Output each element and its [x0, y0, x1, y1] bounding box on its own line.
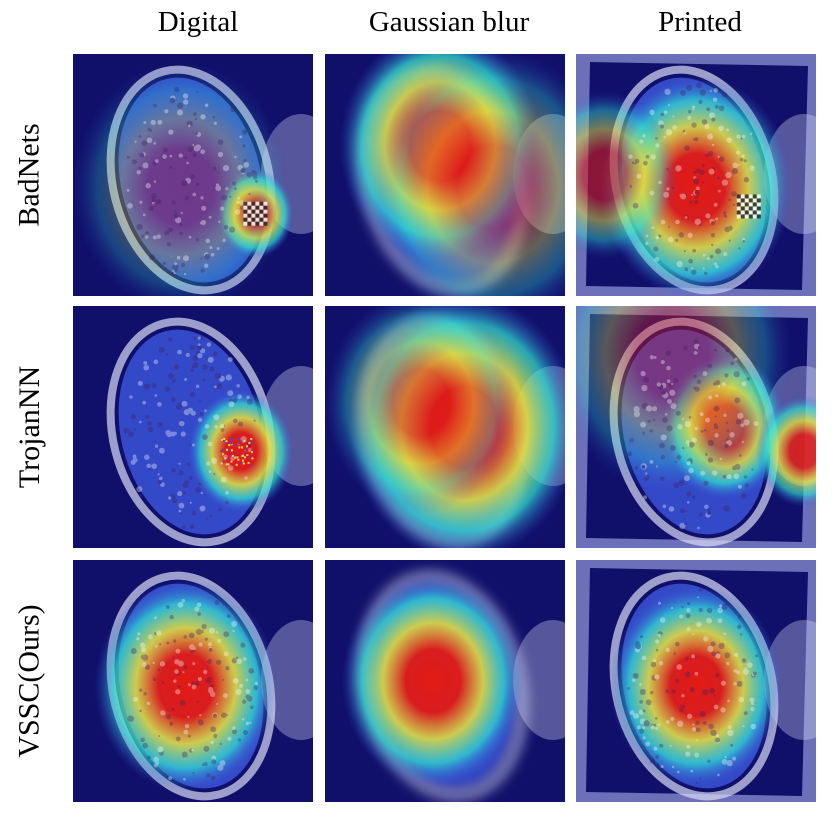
heatmap-trojannn-printed	[576, 306, 816, 548]
row-header-vssc-label: VSSC(Ours)	[13, 604, 47, 758]
heatmap-vssc-printed	[576, 560, 816, 802]
heatmap-image	[576, 306, 816, 548]
heatmap-trojannn-digital	[73, 306, 313, 548]
heatmap-trojannn-gaussian-blur	[325, 306, 565, 548]
heatmap-image	[576, 54, 816, 296]
row-header-badnets-label: BadNets	[13, 123, 47, 227]
heatmap-image	[73, 54, 313, 296]
heatmap-badnets-printed	[576, 54, 816, 296]
heatmap-image	[325, 54, 565, 296]
heatmap-image	[73, 560, 313, 802]
column-header-printed: Printed	[658, 6, 742, 38]
row-header-vssc: VSSC(Ours)	[0, 560, 60, 802]
row-header-trojannn: TrojanNN	[0, 306, 60, 548]
column-header-digital: Digital	[157, 6, 239, 38]
heatmap-image	[325, 560, 565, 802]
heatmap-vssc-digital	[73, 560, 313, 802]
heatmap-badnets-digital	[73, 54, 313, 296]
row-header-badnets: BadNets	[0, 54, 60, 296]
column-header-gaussian-blur: Gaussian blur	[368, 6, 530, 38]
heatmap-badnets-gaussian-blur	[325, 54, 565, 296]
heatmap-vssc-gaussian-blur	[325, 560, 565, 802]
row-header-trojannn-label: TrojanNN	[13, 365, 46, 489]
heatmap-image	[73, 306, 313, 548]
heatmap-image	[576, 560, 816, 802]
heatmap-image	[325, 306, 565, 548]
